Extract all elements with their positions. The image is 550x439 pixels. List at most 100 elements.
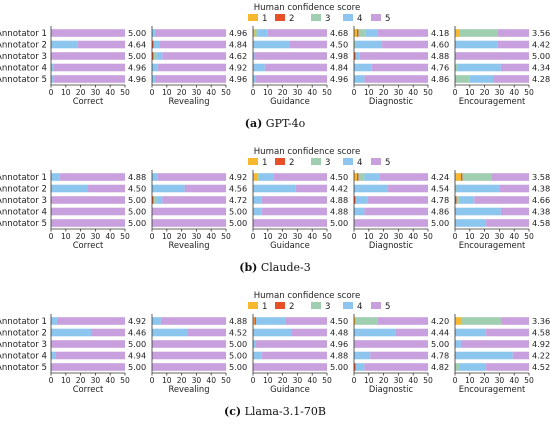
- average-score-label: 4.20: [431, 316, 449, 326]
- bar-segment-score-4: [354, 75, 365, 83]
- bar-segment-score-4: [253, 196, 262, 204]
- x-tick-label: 0: [352, 88, 357, 97]
- average-score-label: 4.58: [532, 218, 550, 228]
- average-score-label: 4.50: [330, 172, 348, 182]
- x-tick-label: 0: [352, 232, 357, 241]
- average-score-label: 5.00: [128, 195, 146, 205]
- annotator-label: Annotator 1: [0, 173, 47, 183]
- x-tick-label: 10: [61, 376, 71, 385]
- legend-label-5: 5: [385, 14, 390, 24]
- average-score-label: 4.68: [330, 28, 348, 38]
- x-tick-label: 30: [495, 232, 505, 241]
- legend-label-1: 1: [262, 302, 267, 312]
- x-tick-label: 0: [251, 232, 256, 241]
- bar-segment-score-4: [258, 173, 274, 181]
- bar-segment-score-5: [253, 363, 327, 371]
- average-score-label: 4.96: [128, 63, 146, 73]
- average-score-label: 5.00: [431, 218, 449, 228]
- bar-segment-score-4: [51, 173, 60, 181]
- bar-segment-score-4: [152, 328, 188, 337]
- average-score-label: 4.38: [532, 207, 550, 217]
- bar-segment-score-5: [51, 207, 125, 216]
- bar-segment-score-5: [512, 351, 529, 360]
- bar-segment-score-4: [51, 75, 54, 83]
- legend-swatch-3: [311, 302, 321, 309]
- x-tick-label: 0: [453, 88, 458, 97]
- bar-segment-score-5: [500, 63, 529, 72]
- bar-segment-score-5: [90, 328, 125, 337]
- bar-segment-score-5: [267, 29, 327, 37]
- legend-label-3: 3: [325, 158, 330, 168]
- average-score-label: 4.88: [330, 351, 348, 361]
- average-score-label: 4.72: [229, 195, 247, 205]
- bar-segment-score-5: [371, 63, 428, 72]
- bar-segment-score-4: [153, 40, 160, 49]
- average-score-label: 4.88: [330, 207, 348, 217]
- bar-segment-score-4: [152, 184, 185, 193]
- bar-segment-score-5: [255, 75, 327, 83]
- average-score-label: 4.46: [128, 328, 146, 338]
- bar-segment-score-2: [254, 317, 256, 325]
- legend-swatch-1: [248, 14, 258, 21]
- bar-segment-score-5: [261, 207, 327, 216]
- annotator-label: Annotator 4: [0, 352, 47, 362]
- x-tick-label: 40: [105, 232, 115, 241]
- bar-segment-score-5: [377, 29, 428, 37]
- panel-title: Diagnostic: [369, 96, 414, 106]
- x-tick-label: 30: [394, 88, 404, 97]
- x-tick-label: 30: [293, 232, 303, 241]
- bar-segment-score-3: [455, 75, 470, 83]
- x-tick-label: 20: [76, 88, 86, 97]
- x-tick-label: 40: [307, 376, 317, 385]
- x-tick-label: 50: [221, 376, 231, 385]
- average-score-label: 5.00: [330, 218, 348, 228]
- caption-model: GPT-4o: [262, 117, 305, 130]
- bar-segment-score-5: [295, 184, 327, 193]
- bar-segment-score-5: [187, 328, 226, 337]
- bar-segment-score-3: [254, 29, 258, 37]
- legend-swatch-3: [311, 158, 321, 165]
- bar-segment-score-3: [153, 196, 157, 204]
- x-tick-label: 20: [379, 232, 389, 241]
- bar-segment-score-3: [354, 40, 356, 49]
- caption-model: Llama-3.1-70B: [241, 405, 326, 418]
- average-score-label: 4.50: [128, 184, 146, 194]
- bar-segment-score-4: [459, 363, 487, 371]
- panel-diagnostic: 4.24 4.544.78 4.865.00 0 10 20 30 40 50 Diagnosti…: [352, 170, 449, 250]
- panel-title: Correct: [73, 96, 104, 106]
- x-tick-label: 10: [61, 88, 71, 97]
- x-tick-label: 40: [509, 88, 519, 97]
- bar-segment-score-5: [354, 219, 428, 227]
- x-tick-label: 50: [423, 232, 433, 241]
- x-tick-label: 50: [221, 232, 231, 241]
- bar-segment-score-5: [56, 317, 125, 325]
- panel-diagnostic: 4.20 4.445.00 4.784.82 0 10 20 30 40 50 Diagnosti…: [352, 314, 449, 394]
- x-tick-label: 40: [307, 88, 317, 97]
- bar-segment-score-4: [51, 328, 91, 337]
- bar-segment-score-5: [255, 340, 327, 348]
- legend-swatch-5: [371, 302, 381, 309]
- bar-segment-score-5: [500, 207, 529, 216]
- average-score-label: 4.88: [330, 195, 348, 205]
- bar-segment-score-5: [162, 52, 226, 60]
- x-tick-label: 40: [206, 232, 216, 241]
- x-tick-label: 50: [423, 376, 433, 385]
- average-score-label: 4.52: [532, 362, 550, 372]
- legend-label-1: 1: [262, 158, 267, 168]
- legend-label-3: 3: [325, 302, 330, 312]
- average-score-label: 5.00: [128, 207, 146, 217]
- bar-segment-score-5: [285, 317, 327, 325]
- bar-segment-score-2: [356, 173, 359, 181]
- average-score-label: 4.98: [330, 51, 348, 61]
- average-score-label: 3.58: [532, 172, 550, 182]
- bar-segment-score-1: [455, 317, 461, 325]
- legend-swatch-5: [371, 158, 381, 165]
- x-tick-label: 20: [278, 376, 288, 385]
- subfigure-caption: (c) Llama-3.1-70B: [224, 405, 326, 418]
- bar-segment-score-4: [355, 40, 383, 49]
